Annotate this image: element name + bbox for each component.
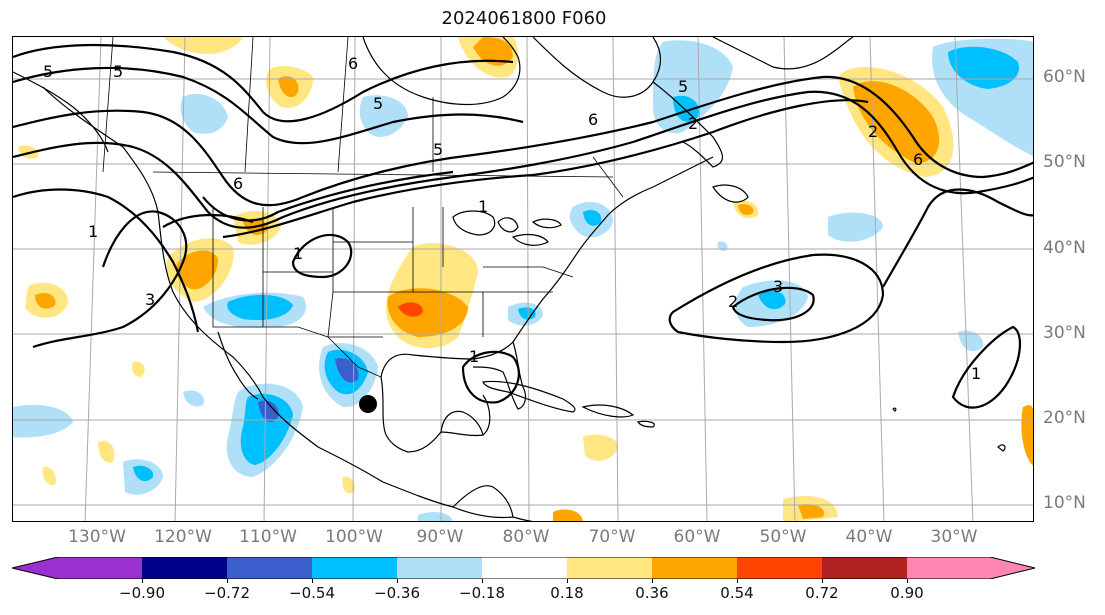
colorbar-tick: 0.36: [635, 584, 669, 602]
graticule: [13, 37, 1033, 521]
contour-label: 1: [478, 197, 488, 216]
colorbar-tick: −0.90: [119, 584, 165, 602]
colorbar-segment: [907, 557, 1035, 579]
colorbar-tick: 0.18: [550, 584, 584, 602]
borders: [102, 37, 624, 378]
colorbar-segment: [482, 557, 567, 579]
lon-label-80w: 80°W: [502, 527, 550, 547]
contour-label: 1: [293, 244, 303, 263]
lat-label-20n: 20°N: [1043, 408, 1086, 428]
colorbar-tick: −0.18: [459, 584, 505, 602]
contour-label: 2: [868, 122, 878, 141]
lat-label-60n: 60°N: [1043, 67, 1086, 87]
lon-label-90w: 90°W: [416, 527, 464, 547]
colorbar-tick: 0.72: [805, 584, 839, 602]
lon-label-40w: 40°W: [845, 527, 893, 547]
anomaly-fills: [13, 37, 1033, 521]
contour-label: 6: [348, 54, 358, 73]
lon-label-60w: 60°W: [673, 527, 721, 547]
height-contours: [13, 43, 1033, 409]
contour-label: 5: [373, 94, 383, 113]
colorbar-segment: [142, 557, 227, 579]
colorbar-segment: [567, 557, 652, 579]
colorbar-segment: [227, 557, 312, 579]
contour-label: 6: [233, 174, 243, 193]
colorbar-tick: 0.54: [720, 584, 754, 602]
contour-label: 5: [678, 77, 688, 96]
lat-label-50n: 50°N: [1043, 152, 1086, 172]
contour-label: 1: [971, 364, 981, 383]
colorbar-tick: −0.72: [204, 584, 250, 602]
map-title: 2024061800 F060: [441, 8, 607, 29]
contour-label: 5: [43, 62, 53, 81]
storm-center-marker: [359, 395, 377, 413]
map-svg: 5 5 6 5 6 6 5 6 1 1 3 1 2 3 1 2 5 2 1: [13, 37, 1033, 521]
colorbar-segment: [822, 557, 907, 579]
contour-label: 3: [773, 277, 783, 296]
lon-label-130w: 130°W: [68, 527, 126, 547]
colorbar-segment: [652, 557, 737, 579]
colorbar-segment: [397, 557, 482, 579]
map-panel[interactable]: 5 5 6 5 6 6 5 6 1 1 3 1 2 3 1 2 5 2 1: [12, 36, 1034, 522]
lon-label-50w: 50°W: [759, 527, 807, 547]
contour-label: 6: [588, 110, 598, 129]
lon-label-110w: 110°W: [239, 527, 297, 547]
colorbar-tick: 0.90: [890, 584, 924, 602]
colorbar-segment: [12, 557, 142, 579]
colorbar: [12, 557, 1036, 579]
contour-label: 6: [913, 150, 923, 169]
lon-label-120w: 120°W: [154, 527, 212, 547]
colorbar-tick: −0.54: [289, 584, 335, 602]
lat-label-10n: 10°N: [1043, 493, 1086, 513]
lat-label-40n: 40°N: [1043, 238, 1086, 258]
lon-label-30w: 30°W: [930, 527, 978, 547]
colorbar-tick: −0.36: [374, 584, 420, 602]
contour-label: 5: [113, 62, 123, 81]
colorbar-segment: [312, 557, 397, 579]
contour-label: 2: [728, 292, 738, 311]
lon-label-100w: 100°W: [325, 527, 383, 547]
contour-label: 2: [688, 114, 698, 133]
contour-label: 5: [433, 140, 443, 159]
lat-label-30n: 30°N: [1043, 323, 1086, 343]
contour-label: 1: [88, 222, 98, 241]
contour-label: 1: [469, 347, 479, 366]
contour-label: 3: [145, 290, 155, 309]
lon-label-70w: 70°W: [588, 527, 636, 547]
contour-labels: 5 5 6 5 6 6 5 6 1 1 3 1 2 3 1 2 5 2 1: [43, 54, 981, 383]
colorbar-segment: [737, 557, 822, 579]
